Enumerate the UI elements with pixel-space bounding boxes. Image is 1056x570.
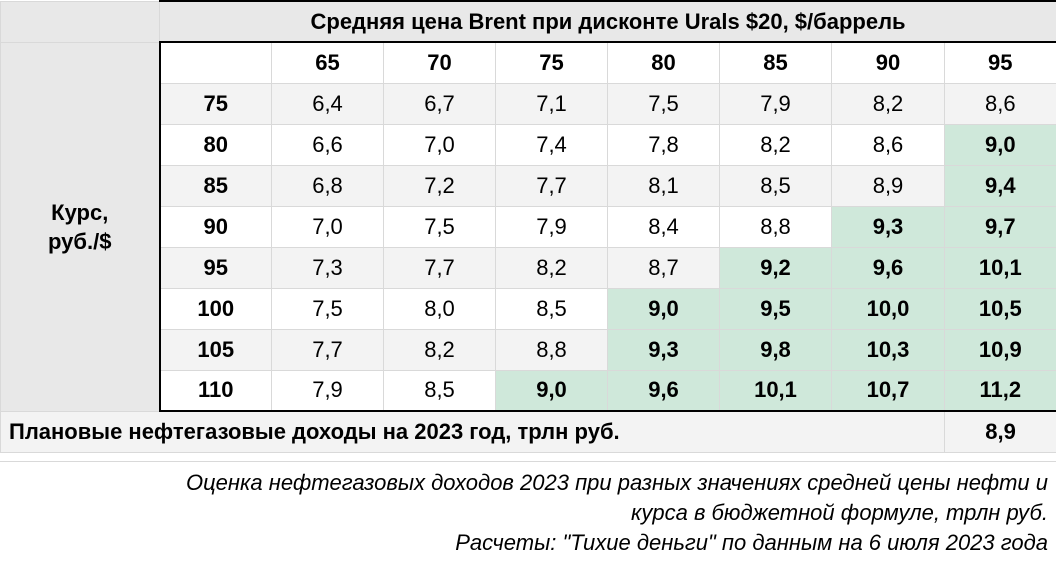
brent-price-header[interactable]: 85 [719,41,832,84]
exchange-rate-header[interactable]: 95 [158,246,272,289]
table-row: 80 6,6 7,0 7,4 7,8 8,2 8,6 9,0 [1,123,1056,166]
revenue-cell[interactable]: 9,3 [607,328,720,371]
revenue-cell[interactable]: 7,7 [383,246,496,289]
revenue-cell[interactable]: 8,1 [607,164,720,207]
revenue-cell[interactable]: 6,7 [383,82,496,125]
revenue-cell[interactable]: 8,2 [383,328,496,371]
revenue-cell[interactable]: 10,5 [943,287,1056,330]
revenue-cell[interactable]: 8,6 [943,82,1056,125]
revenue-cell[interactable]: 7,5 [383,205,496,248]
exchange-rate-header[interactable]: 105 [158,328,272,371]
revenue-cell[interactable]: 8,5 [495,287,608,330]
revenue-cell[interactable]: 6,4 [271,82,384,125]
corner-cell[interactable] [0,0,160,43]
table-row: 75 6,4 6,7 7,1 7,5 7,9 8,2 8,6 [1,82,1056,125]
revenue-cell[interactable]: 9,7 [943,205,1056,248]
revenue-cell[interactable]: 7,1 [495,82,608,125]
brent-price-header[interactable]: 90 [831,41,945,84]
revenue-cell[interactable]: 9,0 [495,369,608,412]
revenue-cell[interactable]: 11,2 [943,369,1056,412]
revenue-cell[interactable]: 10,7 [831,369,945,412]
revenue-cell[interactable]: 10,0 [831,287,945,330]
brent-price-header[interactable]: 65 [271,41,384,84]
revenue-cell[interactable]: 9,3 [831,205,945,248]
revenue-cell[interactable]: 7,7 [495,164,608,207]
table-title[interactable]: Средняя цена Brent при дисконте Urals $2… [158,0,1056,43]
footnote-line-3: Расчеты: "Тихие деньги" по данным на 6 и… [455,530,1048,555]
plan-label[interactable]: Плановые нефтегазовые доходы на 2023 год… [0,410,945,453]
table-row: 105 7,7 8,2 8,8 9,3 9,8 10,3 10,9 [1,328,1056,371]
revenue-cell[interactable]: 9,8 [719,328,832,371]
revenue-cell[interactable]: 8,7 [607,246,720,289]
revenue-cell[interactable]: 8,5 [719,164,832,207]
revenue-cell[interactable]: 7,2 [383,164,496,207]
revenue-cell[interactable]: 8,2 [719,123,832,166]
revenue-cell[interactable]: 8,2 [495,246,608,289]
revenue-sensitivity-table: Средняя цена Brent при дисконте Urals $2… [0,0,1056,453]
revenue-cell[interactable]: 8,0 [383,287,496,330]
revenue-cell[interactable]: 10,3 [831,328,945,371]
plan-row: Плановые нефтегазовые доходы на 2023 год… [0,410,1056,453]
revenue-cell[interactable]: 6,6 [271,123,384,166]
table-row: 90 7,0 7,5 7,9 8,4 8,8 9,3 9,7 [1,205,1056,248]
revenue-cell[interactable]: 10,1 [719,369,832,412]
revenue-cell[interactable]: 7,5 [271,287,384,330]
exchange-rate-header[interactable]: 85 [158,164,272,207]
revenue-cell[interactable]: 10,1 [943,246,1056,289]
exchange-rate-header[interactable]: 75 [158,82,272,125]
revenue-cell[interactable]: 9,6 [607,369,720,412]
revenue-cell[interactable]: 7,3 [271,246,384,289]
revenue-cell[interactable]: 9,4 [943,164,1056,207]
exchange-rate-header[interactable]: 100 [158,287,272,330]
exchange-rate-axis-label[interactable]: Курс, руб./$ [0,41,161,412]
brent-price-header[interactable]: 75 [495,41,608,84]
footnote-line-2: курса в бюджетной формуле, трлн руб. [630,500,1048,525]
footnote[interactable]: Оценка нефтегазовых доходов 2023 при раз… [0,461,1056,570]
plan-value[interactable]: 8,9 [943,410,1056,453]
revenue-cell[interactable]: 7,9 [271,369,384,412]
brent-price-header[interactable]: 70 [383,41,496,84]
footnote-line-1: Оценка нефтегазовых доходов 2023 при раз… [185,470,1048,495]
revenue-cell[interactable]: 7,0 [271,205,384,248]
table-row: 100 7,5 8,0 8,5 9,0 9,5 10,0 10,5 [1,287,1056,330]
exchange-rate-header[interactable]: 80 [158,123,272,166]
axis-label-line-1: Курс, [51,199,109,225]
revenue-cell[interactable]: 7,7 [271,328,384,371]
table-row: 110 7,9 8,5 9,0 9,6 10,1 10,7 11,2 [1,369,1056,412]
revenue-cell[interactable]: 7,4 [495,123,608,166]
revenue-cell[interactable]: 8,5 [383,369,496,412]
revenue-cell[interactable]: 7,8 [607,123,720,166]
revenue-cell[interactable]: 6,8 [271,164,384,207]
brent-price-header[interactable]: 95 [943,41,1056,84]
revenue-cell[interactable]: 8,4 [607,205,720,248]
axis-label-line-2: руб./$ [48,228,112,254]
table-row: 95 7,3 7,7 8,2 8,7 9,2 9,6 10,1 [1,246,1056,289]
revenue-cell[interactable]: 7,9 [495,205,608,248]
header-blank-cell[interactable] [158,41,272,84]
revenue-cell[interactable]: 10,9 [943,328,1056,371]
exchange-rate-header[interactable]: 110 [158,369,272,412]
brent-price-header[interactable]: 80 [607,41,720,84]
revenue-cell[interactable]: 8,9 [831,164,945,207]
revenue-cell[interactable]: 9,5 [719,287,832,330]
revenue-cell[interactable]: 9,6 [831,246,945,289]
revenue-cell[interactable]: 8,2 [831,82,945,125]
table-row: 85 6,8 7,2 7,7 8,1 8,5 8,9 9,4 [1,164,1056,207]
revenue-cell[interactable]: 8,8 [495,328,608,371]
exchange-rate-header[interactable]: 90 [158,205,272,248]
revenue-cell[interactable]: 8,8 [719,205,832,248]
revenue-cell[interactable]: 7,5 [607,82,720,125]
revenue-cell[interactable]: 9,2 [719,246,832,289]
revenue-cell[interactable]: 7,9 [719,82,832,125]
revenue-cell[interactable]: 7,0 [383,123,496,166]
revenue-cell[interactable]: 8,6 [831,123,945,166]
revenue-cell[interactable]: 9,0 [943,123,1056,166]
revenue-cell[interactable]: 9,0 [607,287,720,330]
